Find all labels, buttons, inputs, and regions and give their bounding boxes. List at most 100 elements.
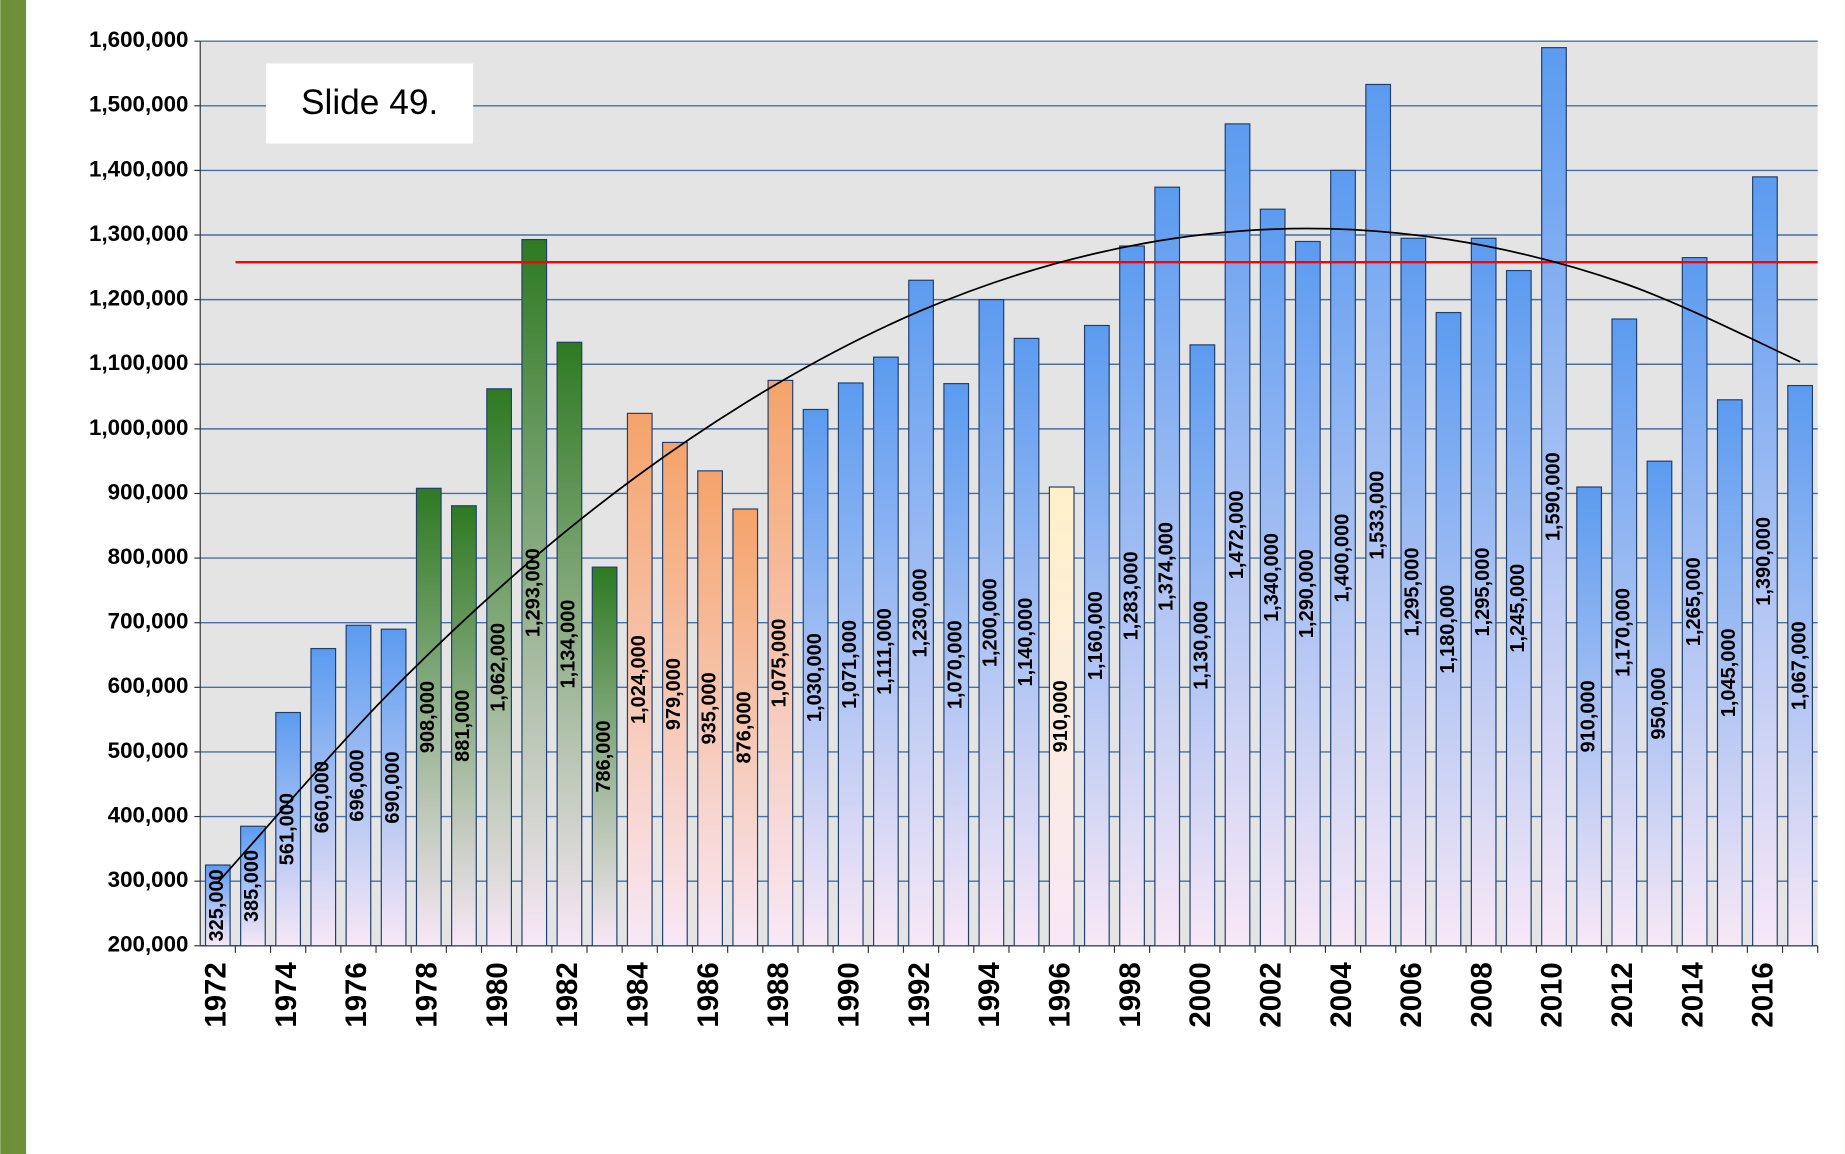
x-tick-label: 2000	[1184, 962, 1217, 1027]
bar	[204, 864, 231, 947]
bar	[1330, 169, 1356, 947]
y-tick-label: 400,000	[108, 802, 189, 827]
bar	[943, 383, 970, 947]
y-tick-label: 1,300,000	[89, 221, 188, 246]
x-tick-label: 2012	[1606, 962, 1639, 1027]
value-label: 786,000	[593, 720, 615, 792]
bar	[1541, 47, 1567, 947]
value-label: 876,000	[734, 691, 756, 763]
bar	[908, 279, 934, 947]
x-tick-label: 1986	[692, 962, 725, 1027]
bar	[345, 624, 372, 947]
bar	[556, 341, 583, 947]
bar	[978, 299, 1005, 947]
bar	[662, 441, 688, 947]
bar	[451, 505, 477, 947]
value-label: 1,160,000	[1085, 591, 1107, 680]
bar	[767, 379, 794, 947]
trendline	[217, 227, 1801, 884]
x-tick-label: 1994	[973, 962, 1006, 1028]
y-tick-label: 500,000	[108, 738, 189, 763]
bar	[486, 388, 512, 947]
bar	[1646, 460, 1673, 947]
y-tick-label: 900,000	[108, 479, 189, 504]
x-tick-label: 2014	[1676, 962, 1709, 1028]
bar	[1224, 123, 1251, 947]
bar	[1400, 237, 1427, 947]
y-tick-label: 1,200,000	[89, 286, 188, 311]
value-label: 1,293,000	[523, 548, 545, 637]
x-tick-label: 1996	[1043, 962, 1076, 1027]
bar	[1752, 176, 1778, 947]
value-label: 1,045,000	[1718, 628, 1740, 717]
value-label: 1,180,000	[1437, 585, 1459, 674]
value-label: 1,230,000	[909, 569, 931, 658]
value-label: 696,000	[347, 749, 369, 821]
bar	[1119, 245, 1145, 947]
bar	[1681, 257, 1708, 947]
x-tick-label: 2010	[1536, 962, 1569, 1027]
bar	[591, 566, 618, 947]
value-label: 881,000	[452, 690, 474, 762]
x-tick-label: 1982	[551, 962, 584, 1027]
x-tick-label: 2016	[1747, 962, 1780, 1027]
value-label: 1,140,000	[1015, 598, 1037, 687]
x-tick-label: 1988	[762, 962, 795, 1027]
value-label: 979,000	[663, 658, 685, 730]
y-tick-label: 700,000	[108, 609, 189, 634]
bar	[1048, 486, 1075, 947]
value-label: 950,000	[1648, 667, 1670, 739]
bar	[1259, 208, 1286, 947]
x-tick-label: 1992	[903, 962, 936, 1027]
value-label: 660,000	[312, 761, 334, 833]
x-tick-label: 1972	[200, 962, 233, 1027]
value-label: 908,000	[417, 681, 439, 753]
value-label: 1,170,000	[1613, 588, 1635, 677]
bar	[837, 382, 864, 947]
y-tick-label: 1,400,000	[89, 156, 188, 181]
x-tick-label: 2002	[1254, 962, 1287, 1027]
value-label: 1,374,000	[1155, 522, 1177, 611]
value-label: 1,400,000	[1331, 514, 1353, 603]
y-tick-label: 800,000	[108, 544, 189, 569]
x-tick-label: 1998	[1114, 962, 1147, 1027]
x-tick-label: 1984	[622, 962, 655, 1028]
value-label: 1,533,000	[1366, 471, 1388, 560]
y-tick-label: 1,100,000	[89, 350, 188, 375]
value-label: 1,030,000	[804, 633, 826, 722]
x-tick-label: 1980	[481, 962, 514, 1027]
value-label: 1,200,000	[980, 578, 1002, 667]
y-tick-label: 200,000	[108, 932, 189, 957]
y-tick-label: 600,000	[108, 673, 189, 698]
value-label: 910,000	[1577, 680, 1599, 752]
value-label: 385,000	[241, 850, 263, 922]
value-label: 1,070,000	[944, 620, 966, 709]
bar	[626, 412, 653, 947]
plot: 200,000 300,000 400,000 500,000 600,000 700,0…	[89, 27, 1819, 1028]
bar	[275, 711, 302, 947]
bar	[240, 825, 266, 947]
bar	[1611, 318, 1638, 947]
bar	[1470, 237, 1497, 947]
value-label: 1,472,000	[1226, 490, 1248, 579]
bar	[697, 470, 723, 947]
annotation: Slide 49.	[301, 83, 438, 122]
y-tick-label: 1,600,000	[89, 27, 188, 52]
bar	[1576, 486, 1603, 947]
x-tick-label: 1976	[340, 962, 373, 1027]
x-tick-label: 1978	[411, 962, 444, 1027]
value-label: 1,024,000	[628, 635, 650, 724]
bar	[872, 356, 899, 947]
value-label: 1,075,000	[769, 619, 791, 708]
value-label: 1,245,000	[1507, 564, 1529, 653]
bar	[1365, 83, 1392, 947]
x-tick-label: 1974	[270, 962, 303, 1028]
value-label: 690,000	[382, 751, 404, 823]
bar	[1505, 269, 1532, 947]
annotation-box	[266, 63, 474, 144]
y-tick-label: 1,500,000	[89, 92, 188, 117]
y-tick-label: 300,000	[108, 867, 189, 892]
value-label: 1,071,000	[839, 620, 861, 709]
